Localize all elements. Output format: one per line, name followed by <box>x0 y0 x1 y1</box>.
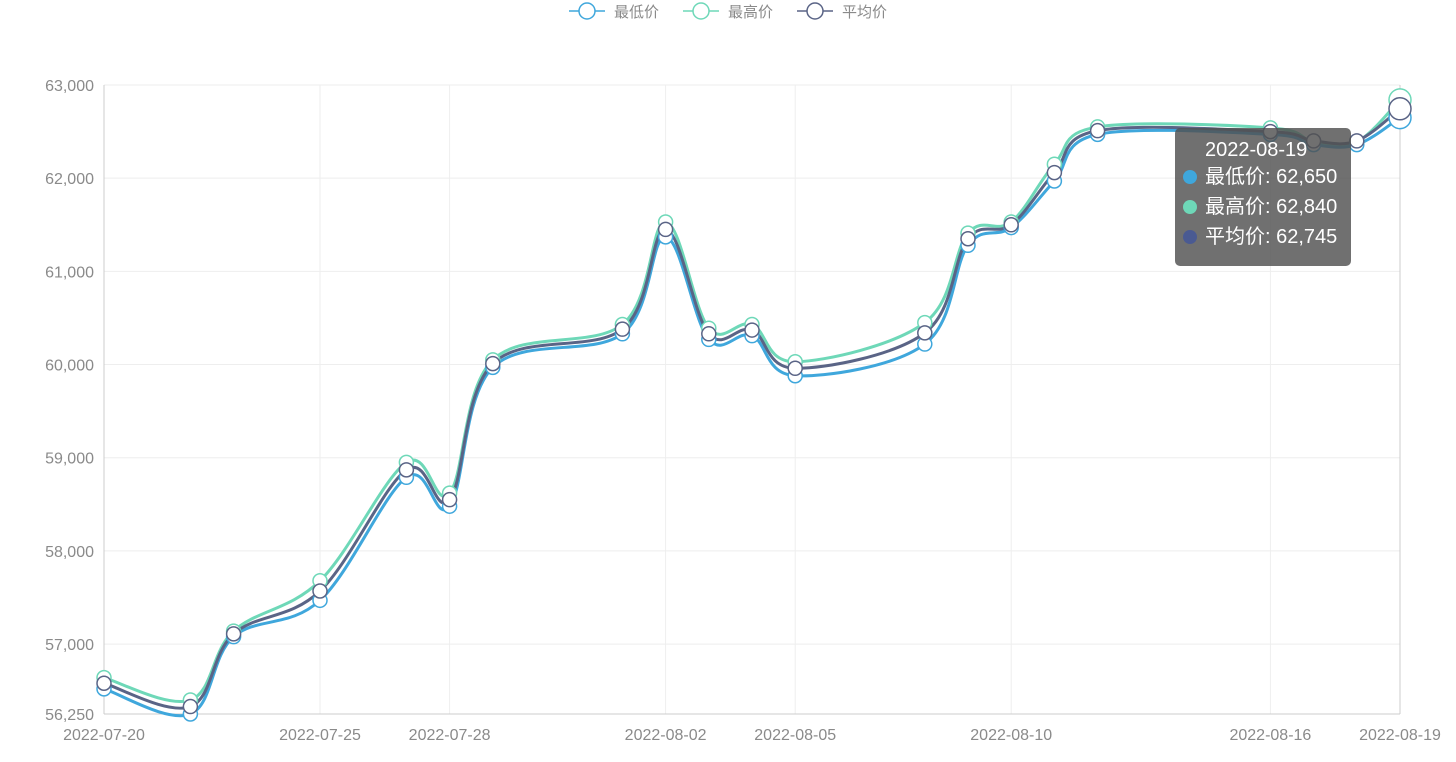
tooltip-row-avg: 平均价: 62,745 <box>1183 222 1351 252</box>
legend-label-avg: 平均价 <box>842 4 887 21</box>
data-point-avg <box>1349 133 1365 149</box>
y-tick-label: 56,250 <box>45 707 94 724</box>
data-point-avg <box>485 355 501 372</box>
tooltip-dot-low <box>1183 170 1197 184</box>
y-tick-label: 59,000 <box>45 451 94 468</box>
legend-label-low: 最低价 <box>614 4 659 21</box>
tooltip-row-high: 最高价: 62,840 <box>1183 192 1351 222</box>
tooltip-label-avg: 平均价: 62,745 <box>1205 226 1338 248</box>
series-line-low <box>103 116 1401 718</box>
tooltip-title: 2022-08-19 <box>1205 139 1308 161</box>
data-point-avg <box>1388 97 1412 121</box>
x-tick-label: 2022-07-25 <box>279 727 361 744</box>
y-tick-label: 61,000 <box>45 264 94 281</box>
x-tick-label: 2022-07-20 <box>63 727 145 744</box>
tooltip-label-high: 最高价: 62,840 <box>1205 196 1338 218</box>
y-tick-label: 60,000 <box>45 358 94 375</box>
y-tick-label: 58,000 <box>45 544 94 561</box>
legend-label-high: 最高价 <box>728 4 773 21</box>
x-tick-label: 2022-08-02 <box>625 727 707 744</box>
x-tick-label: 2022-08-19 <box>1359 727 1441 744</box>
data-point-avg <box>398 462 415 478</box>
data-point-avg <box>1003 217 1019 233</box>
data-point-avg <box>312 583 328 599</box>
legend-marker-low <box>578 2 596 20</box>
data-point-avg <box>787 360 803 377</box>
y-tick-label: 62,000 <box>45 171 94 188</box>
tooltip-label-low: 最低价: 62,650 <box>1205 166 1338 188</box>
data-point-avg <box>96 675 112 691</box>
y-tick-label: 63,000 <box>45 78 94 95</box>
tooltip-row-low: 最低价: 62,650 <box>1183 162 1351 192</box>
x-tick-label: 2022-08-10 <box>970 727 1052 744</box>
data-point-avg <box>441 491 458 508</box>
tooltip-dot-avg <box>1183 230 1197 244</box>
y-tick-label: 57,000 <box>45 637 94 654</box>
data-point-avg <box>657 221 674 238</box>
legend-marker-high <box>692 2 710 20</box>
data-point-avg <box>1089 122 1106 139</box>
data-point-avg <box>614 321 631 337</box>
x-tick-label: 2022-08-16 <box>1229 727 1311 744</box>
series-line-high <box>103 98 1402 703</box>
data-point-avg <box>182 698 199 715</box>
data-point-avg <box>701 326 717 342</box>
data-point-avg <box>917 325 933 341</box>
data-point-avg <box>1046 164 1063 181</box>
tooltip: 2022-08-19 最低价: 62,650 最高价: 62,840 平均价: … <box>1175 128 1351 266</box>
series-line-avg <box>103 107 1401 710</box>
data-point-avg <box>960 231 976 247</box>
legend-marker-avg <box>806 2 824 20</box>
data-point-avg <box>744 322 760 338</box>
tooltip-dot-high <box>1183 200 1197 214</box>
x-tick-label: 2022-07-28 <box>409 727 491 744</box>
x-tick-label: 2022-08-05 <box>754 727 836 744</box>
data-point-avg <box>225 626 242 642</box>
